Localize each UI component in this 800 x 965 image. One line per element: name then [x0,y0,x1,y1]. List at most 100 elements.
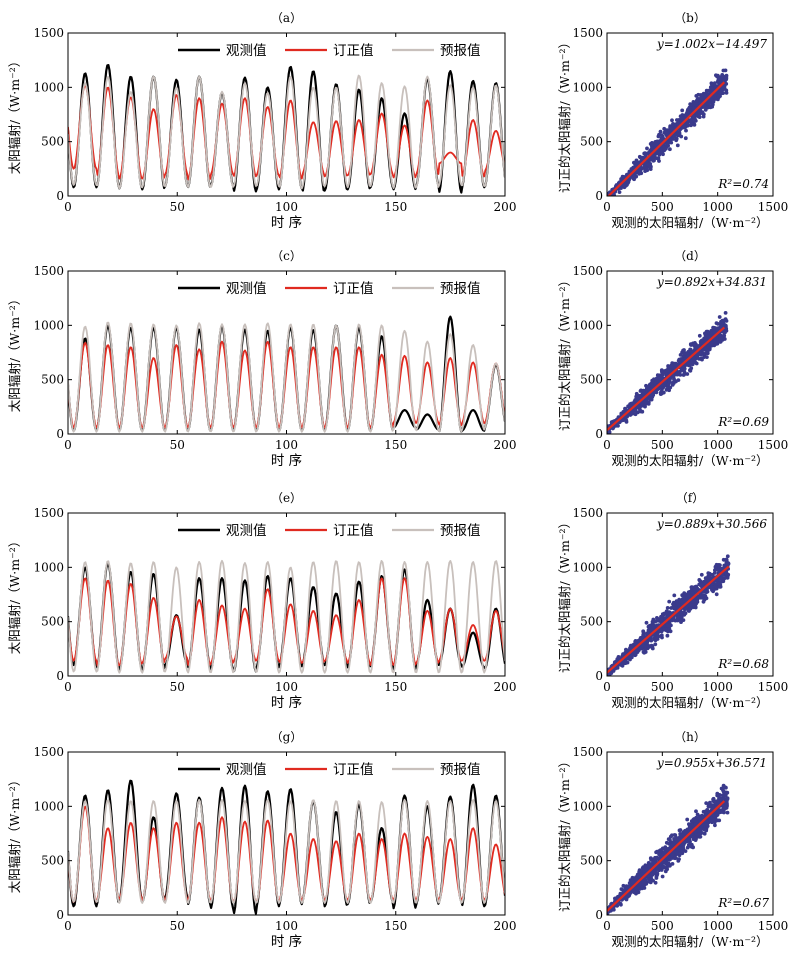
scatter-point-f [679,620,683,624]
scatter-point-d [670,383,675,387]
scatter-point-h [655,871,660,876]
x-tick-label-e: 0 [64,680,72,694]
x-tick-label-h: 1500 [758,919,789,933]
scatter-point-d [676,362,680,367]
scatter-point-h [710,805,715,810]
scatter-point-d [645,387,649,391]
scatter-point-h [630,879,635,884]
y-tick-label-a: 500 [41,135,64,149]
scatter-point-h [720,793,725,798]
x-axis-title-h: 观测的太阳辐射/（W·m⁻²） [612,934,769,949]
scatter-point-f [641,632,646,637]
scatter-point-b [619,186,623,191]
scatter-point-f [659,618,664,622]
scatter-point-h [693,822,698,827]
scatter-point-h [663,869,668,874]
scatter-point-f [705,589,710,594]
scatter-point-h [676,859,681,863]
y-tick-label-a: 0 [56,189,64,203]
panel-label-g: （g） [271,730,303,744]
fit-equation-d: y=0.892x+34.831 [656,275,767,289]
scatter-point-b [705,105,710,110]
plot-area-f [607,554,731,676]
y-tick-label-d: 1000 [572,318,603,332]
scatter-point-b [673,132,678,137]
scatter-point-d [678,353,683,357]
panel-label-f: （f） [676,491,704,505]
scatter-point-f [641,644,645,648]
y-tick-label-c: 0 [56,427,64,441]
y-tick-label-f: 1000 [572,560,603,574]
scatter-point-b [645,146,649,151]
scatter-point-h [717,818,722,823]
scatter-point-b [649,164,653,169]
legend-label-c-0: 观测值 [226,281,267,297]
scatter-point-d [635,410,640,415]
scatter-point-b [682,123,687,128]
y-tick-label-a: 1000 [33,80,64,94]
scatter-point-b [683,136,688,141]
scatter-point-d [685,372,690,376]
scatter-point-h [653,880,658,885]
series-line-c-2 [68,321,505,433]
r2-label-f: R²=0.68 [717,657,769,671]
x-tick-label-c: 50 [170,438,185,452]
legend-c: 观测值 订正值 预报值 [178,281,481,297]
x-tick-label-g: 100 [275,919,298,933]
scatter-point-b [651,142,655,147]
scatter-point-d [699,352,703,357]
x-tick-label-f: 1000 [702,680,733,694]
x-tick-label-a: 150 [384,200,407,214]
scatter-point-f [633,653,637,658]
scatter-point-b [632,177,636,182]
plot-area-b [607,68,729,196]
scatter-point-f [691,603,696,608]
scatter-point-d [655,373,660,378]
scatter-point-h [691,845,695,850]
scatter-point-h [619,887,624,891]
scatter-point-f [686,593,690,598]
scatter-point-d [717,315,722,319]
x-axis-title-e: 时 序 [271,695,302,711]
scatter-point-d [720,318,725,323]
scatter-point-f [682,595,686,600]
scatter-point-h [702,827,707,832]
scatter-point-f [714,562,719,567]
scatter-point-d [611,426,615,431]
scatter-point-d [668,385,673,390]
scatter-point-f [667,599,672,604]
legend-label-e-1: 订正值 [333,523,374,539]
scatter-point-b [702,103,707,108]
scatter-point-d [672,362,676,367]
scatter-point-b [685,110,690,114]
scatter-point-b [704,90,709,95]
scatter-point-h [650,872,655,877]
scatter-point-f [690,599,695,604]
scatter-point-b [637,171,641,176]
scatter-point-h [693,830,698,834]
scatter-point-d [659,374,664,379]
legend-label-a-2: 预报值 [440,43,481,59]
legend-label-a-1: 订正值 [333,43,374,59]
scatter-point-f [630,644,635,649]
scatter-point-h [670,853,675,858]
x-tick-label-c: 0 [64,438,72,452]
scatter-point-f [647,623,652,628]
scatter-point-d [718,333,722,338]
legend-label-c-2: 预报值 [440,281,481,297]
scatter-point-d [666,364,670,368]
scatter-point-b [638,169,643,173]
scatter-point-f [719,567,723,571]
scatter-point-h [694,833,699,837]
scatter-point-b [680,108,685,113]
y-tick-label-e: 1000 [33,560,64,574]
y-tick-label-b: 500 [580,135,603,149]
x-tick-label-a: 50 [170,200,185,214]
scatter-point-d [705,351,710,356]
scatter-point-h [702,831,707,836]
x-tick-label-a: 200 [494,200,517,214]
axes-box-d [606,270,774,435]
fit-equation-f: y=0.889x+30.566 [656,517,767,531]
scatter-point-h [672,833,677,837]
scatter-point-h [673,856,677,861]
